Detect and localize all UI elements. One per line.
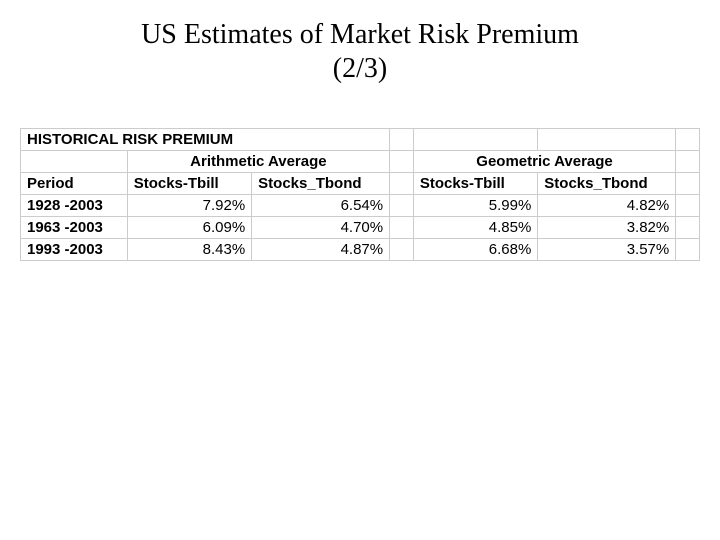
group-arithmetic: Arithmetic Average	[127, 151, 389, 173]
col-period: Period	[21, 173, 128, 195]
col-stocks-tbond: Stocks_Tbond	[252, 173, 390, 195]
spacer-cell	[390, 129, 414, 151]
spacer-cell	[676, 217, 700, 239]
col-stocks-tbond-geom: Stocks_Tbond	[538, 173, 676, 195]
spacer-cell	[676, 173, 700, 195]
title-line-2: (2/3)	[333, 53, 387, 84]
value-cell: 4.82%	[538, 195, 676, 217]
value-cell: 4.70%	[252, 217, 390, 239]
spacer-cell	[390, 239, 414, 261]
period-cell: 1928 -2003	[21, 195, 128, 217]
value-cell: 6.09%	[127, 217, 251, 239]
table-row: 1993 -2003 8.43% 4.87% 6.68% 3.57%	[21, 239, 700, 261]
table-row: Period Stocks-Tbill Stocks_Tbond Stocks-…	[21, 173, 700, 195]
spacer-cell	[390, 173, 414, 195]
period-cell: 1963 -2003	[21, 217, 128, 239]
value-cell: 4.85%	[413, 217, 537, 239]
spacer-cell	[676, 129, 700, 151]
col-stocks-tbill: Stocks-Tbill	[127, 173, 251, 195]
value-cell: 7.92%	[127, 195, 251, 217]
spacer-cell	[390, 195, 414, 217]
group-geometric: Geometric Average	[413, 151, 675, 173]
col-stocks-tbill-geom: Stocks-Tbill	[413, 173, 537, 195]
table-row: 1963 -2003 6.09% 4.70% 4.85% 3.82%	[21, 217, 700, 239]
table-row: Arithmetic Average Geometric Average	[21, 151, 700, 173]
value-cell: 8.43%	[127, 239, 251, 261]
spacer-cell	[676, 239, 700, 261]
spacer-cell	[390, 217, 414, 239]
title-line-1: US Estimates of Market Risk Premium	[141, 19, 579, 50]
spacer-cell	[390, 151, 414, 173]
value-cell: 3.82%	[538, 217, 676, 239]
value-cell: 6.54%	[252, 195, 390, 217]
value-cell: 3.57%	[538, 239, 676, 261]
value-cell: 5.99%	[413, 195, 537, 217]
empty-cell	[21, 151, 128, 173]
value-cell: 4.87%	[252, 239, 390, 261]
period-cell: 1993 -2003	[21, 239, 128, 261]
empty-cell	[413, 129, 537, 151]
table-row: 1928 -2003 7.92% 6.54% 5.99% 4.82%	[21, 195, 700, 217]
spacer-cell	[676, 151, 700, 173]
risk-premium-table: HISTORICAL RISK PREMIUM Arithmetic Avera…	[20, 128, 700, 261]
header-main: HISTORICAL RISK PREMIUM	[21, 129, 390, 151]
slide-title: US Estimates of Market Risk Premium (2/3…	[0, 0, 720, 85]
risk-premium-table-wrapper: HISTORICAL RISK PREMIUM Arithmetic Avera…	[20, 128, 700, 261]
empty-cell	[538, 129, 676, 151]
spacer-cell	[676, 195, 700, 217]
table-row: HISTORICAL RISK PREMIUM	[21, 129, 700, 151]
value-cell: 6.68%	[413, 239, 537, 261]
